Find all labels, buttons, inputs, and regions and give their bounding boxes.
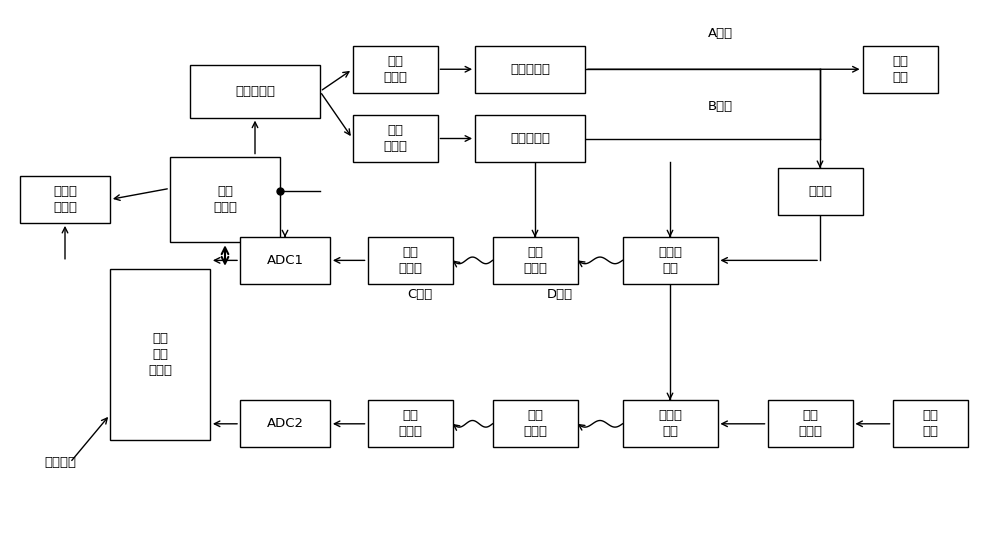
Text: 第一
放大器: 第一 放大器	[383, 55, 407, 84]
Text: ADC2: ADC2	[266, 417, 304, 430]
Bar	[475, 115, 585, 162]
Bar	[622, 237, 718, 284]
Text: B信号: B信号	[707, 100, 733, 113]
Bar	[110, 269, 210, 440]
Bar	[353, 46, 438, 93]
Bar	[368, 237, 452, 284]
Text: 第二
滤波器: 第二 滤波器	[523, 409, 547, 438]
Text: 第一
控制器: 第一 控制器	[213, 185, 237, 214]
Bar	[368, 400, 452, 448]
Bar	[768, 400, 853, 448]
Bar	[190, 65, 320, 118]
Text: 第二功分器: 第二功分器	[510, 132, 550, 145]
Text: 第一混
频器: 第一混 频器	[658, 246, 682, 275]
Text: 位移输出: 位移输出	[44, 456, 76, 469]
Text: 频率综合器: 频率综合器	[235, 85, 275, 98]
Bar	[240, 400, 330, 448]
Bar	[622, 400, 718, 448]
Text: ADC1: ADC1	[266, 254, 304, 267]
Bar	[353, 115, 438, 162]
Bar	[493, 237, 578, 284]
Bar	[493, 400, 578, 448]
Text: 第三
放大器: 第三 放大器	[398, 246, 422, 275]
Bar	[862, 46, 938, 93]
Text: 第一功分器: 第一功分器	[510, 63, 550, 76]
Text: 第一通
信模块: 第一通 信模块	[53, 185, 77, 214]
Text: 数字
信号
处理器: 数字 信号 处理器	[148, 332, 172, 377]
Text: C信号: C信号	[407, 288, 433, 301]
Bar	[240, 237, 330, 284]
Text: 衰减器: 衰减器	[808, 184, 832, 198]
Bar	[778, 167, 862, 214]
Text: A信号: A信号	[707, 27, 733, 40]
Text: 第四
放大器: 第四 放大器	[398, 409, 422, 438]
Bar	[475, 46, 585, 93]
Text: 第二
天线: 第二 天线	[922, 409, 938, 438]
Text: 第二
放大器: 第二 放大器	[383, 124, 407, 153]
Text: 第一
天线: 第一 天线	[892, 55, 908, 84]
Text: 第二混
频器: 第二混 频器	[658, 409, 682, 438]
Bar	[20, 176, 110, 223]
Text: 第一
滤波器: 第一 滤波器	[523, 246, 547, 275]
Text: 第五
放大器: 第五 放大器	[798, 409, 822, 438]
Bar	[893, 400, 968, 448]
Text: D信号: D信号	[547, 288, 573, 301]
Bar	[170, 156, 280, 243]
